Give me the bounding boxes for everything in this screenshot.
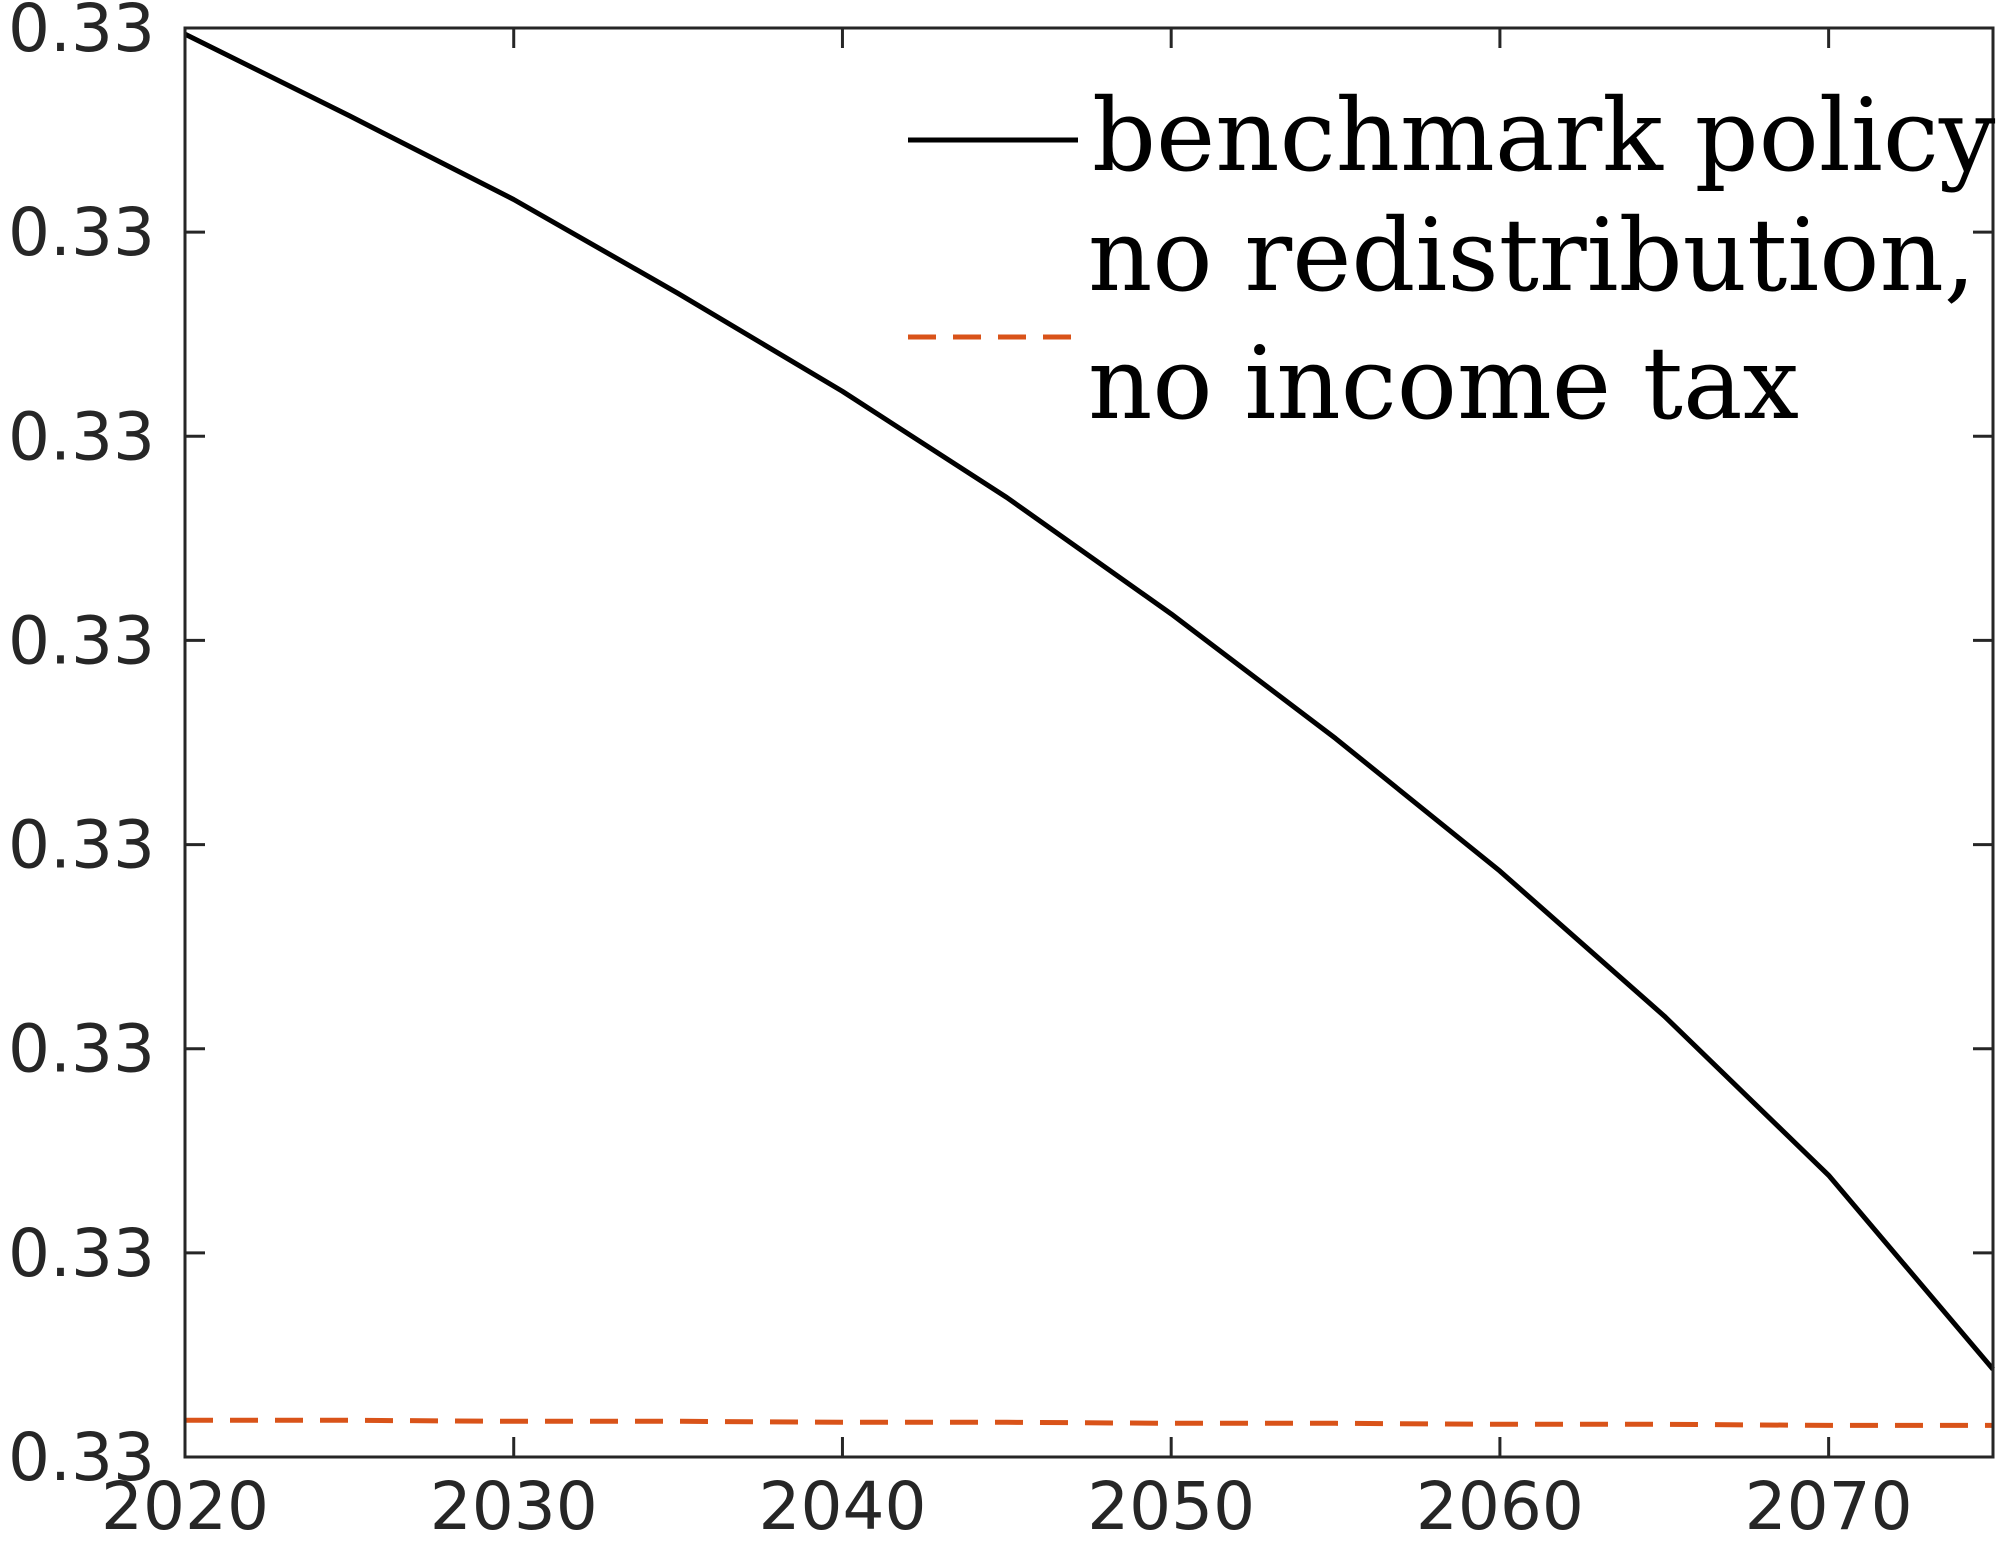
y-tick-label: 0.33 xyxy=(8,398,155,475)
y-tick-label: 0.33 xyxy=(8,194,155,271)
series-line-2 xyxy=(185,1417,1993,1428)
ticks-layer: 2020 2030 2040 2050 2060 2070 0.33 0.33 0.33 0.33… xyxy=(8,0,1993,1545)
axes-box xyxy=(183,26,1995,1459)
y-tick-label: 0.33 xyxy=(8,1011,155,1088)
x-tick-label: 2040 xyxy=(758,1468,926,1545)
x-tick-label: 2020 xyxy=(101,1468,269,1545)
legend-label-2: no redistribution, no income tax xyxy=(1088,197,1976,442)
y-tick-label: 0.33 xyxy=(8,1215,155,1292)
legend-label-2-line: no redistribution, xyxy=(1088,197,1976,314)
y-tick-label: 0.33 xyxy=(8,602,155,679)
x-tick-label: 2030 xyxy=(430,1468,598,1545)
y-tick-label: 0.33 xyxy=(8,0,155,67)
legend-label-1: benchmark policy xyxy=(1092,77,1996,194)
axes-layer xyxy=(183,26,1995,1459)
x-tick-label: 2060 xyxy=(1416,1468,1584,1545)
y-tick-label: 0.33 xyxy=(8,1419,155,1496)
x-tick-label: 2050 xyxy=(1087,1468,1255,1545)
y-tick-label: 0.33 xyxy=(8,807,155,884)
legend-label-2-line: no income tax xyxy=(1088,325,1799,442)
series-layer xyxy=(183,31,1995,1428)
plot-area xyxy=(185,28,1993,1457)
series-line-1 xyxy=(183,31,1995,1371)
x-tick-label: 2070 xyxy=(1745,1468,1913,1545)
